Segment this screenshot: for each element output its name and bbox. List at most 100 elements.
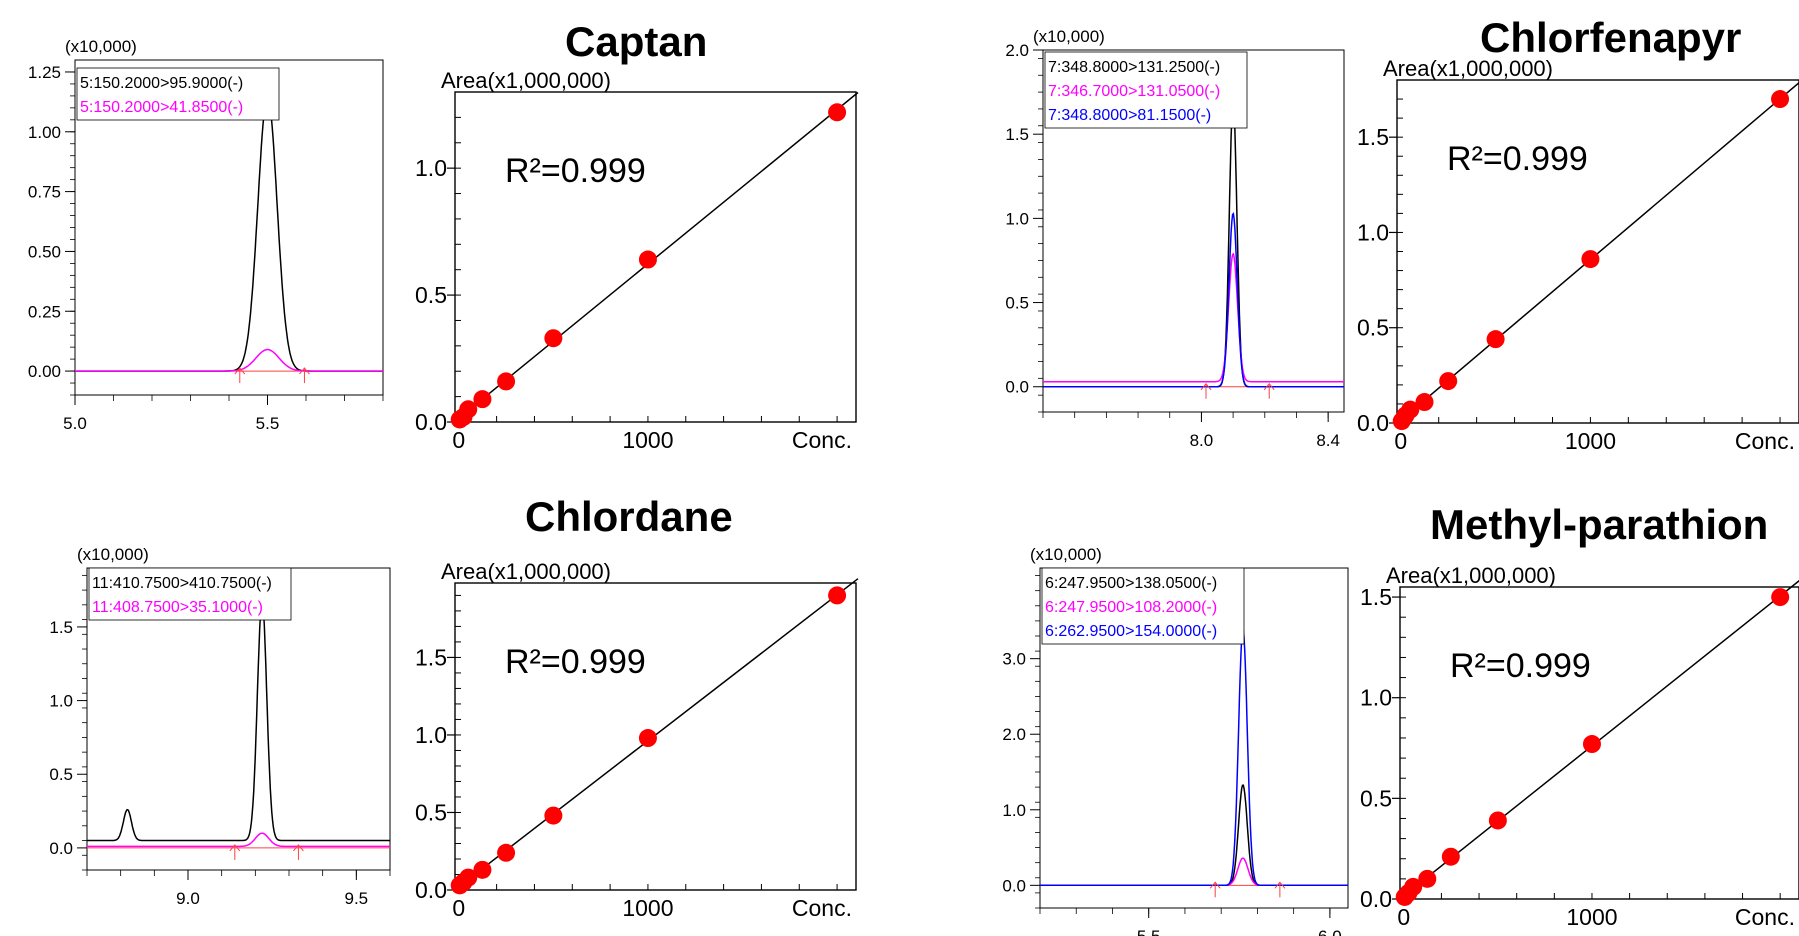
calibration-point <box>638 250 657 269</box>
integration-marker <box>1274 881 1286 889</box>
calibration-point <box>544 329 563 348</box>
y-tick-label: 1.0 <box>415 155 447 181</box>
calibration-point <box>1488 811 1507 830</box>
chromatogram-panel: 0.0 0.5 1.0 1.5 2.0 8.0 8.4 (x10,000) 7:348.8000… <box>1005 27 1345 450</box>
x-tick-label: 0 <box>1397 904 1410 930</box>
y-tick-label: 0.5 <box>415 799 447 825</box>
legend-entry: 7:348.8000>81.1500(-) <box>1048 107 1211 124</box>
channel-legend: 7:348.8000>131.2500(-) 7:346.7000>131.050… <box>1044 51 1248 129</box>
chromatogram-panel: 0.0 1.0 2.0 3.0 5.5 6.0 (x10,000) 6:247.9500>13… <box>1002 545 1349 936</box>
x-tick-label: 5.5 <box>256 414 280 433</box>
x-tick-label: 0 <box>452 895 465 921</box>
y-tick-label: 0.5 <box>415 282 447 308</box>
legend-entry: 5:150.2000>41.8500(-) <box>80 99 243 116</box>
x-axis-label: Conc. <box>792 427 852 453</box>
legend-entry: 7:348.8000>131.2500(-) <box>1048 59 1220 76</box>
calibration-point <box>828 103 847 122</box>
y-tick-label: 0.50 <box>28 242 61 261</box>
y-tick-label: 0.00 <box>28 362 61 381</box>
y-multiplier-label: (x10,000) <box>65 37 137 56</box>
compound-title: Chlorfenapyr <box>1480 14 1741 61</box>
legend-entry: 6:262.9500>154.0000(-) <box>1045 623 1217 640</box>
y-tick-label: 0.5 <box>1360 785 1392 811</box>
chromatogram-trace <box>1040 628 1348 887</box>
plot-frame <box>1399 586 1799 900</box>
x-axis-label: Conc. <box>1735 428 1795 454</box>
chromatogram-trace <box>1043 252 1344 383</box>
compound-title: Methyl-parathion <box>1430 501 1768 548</box>
calibration-point <box>544 806 563 825</box>
y-tick-label: 2.0 <box>1005 41 1029 60</box>
legend-entry: 7:346.7000>131.0500(-) <box>1048 83 1220 100</box>
calibration-point <box>459 868 478 887</box>
plot-frame <box>1042 49 1345 413</box>
y-tick-label: 0.0 <box>1360 886 1392 912</box>
integration-marker <box>293 844 304 852</box>
x-tick-label: 5.5 <box>1137 927 1161 936</box>
legend-entry: 11:408.7500>35.1000(-) <box>92 599 263 616</box>
y-tick-label: 1.0 <box>49 692 73 711</box>
chromatogram-panel: 0.0 0.5 1.0 1.5 9.0 9.5 (x10,000) 11:410.7500>4… <box>49 545 391 908</box>
chromatogram-trace <box>87 600 390 842</box>
y-tick-label: 0.0 <box>415 409 447 435</box>
integration-marker <box>1209 881 1221 889</box>
plot-frame <box>454 582 857 891</box>
regression-line <box>1396 81 1799 425</box>
x-tick-label: 1000 <box>622 895 673 921</box>
x-tick-label: 1000 <box>1566 904 1617 930</box>
chromatogram-trace <box>1043 212 1344 388</box>
calibration-panel: 0.0 0.5 1.0 1.5 0 1000 Conc. Area(x1,000,000) R²… <box>415 493 859 921</box>
calibration-point <box>1439 372 1458 391</box>
calibration-point <box>1581 250 1600 269</box>
chromatogram-trace <box>1040 857 1348 887</box>
y-axis-label: Area(x1,000,000) <box>1383 56 1553 81</box>
compound-title: Captan <box>565 18 707 65</box>
calibration-panel: 0.0 0.5 1.0 1.5 0 1000 Conc. Area(x1,000,000) R²… <box>1357 14 1799 454</box>
y-tick-label: 1.5 <box>1357 124 1389 150</box>
y-tick-label: 1.5 <box>49 618 73 637</box>
chromatogram-trace <box>87 832 390 848</box>
x-tick-label: 8.0 <box>1190 431 1214 450</box>
calibration-point <box>1582 735 1601 754</box>
integration-marker <box>299 367 310 375</box>
y-multiplier-label: (x10,000) <box>1033 27 1105 46</box>
y-tick-label: 0.5 <box>1357 315 1389 341</box>
x-axis-label: Conc. <box>1735 904 1795 930</box>
y-tick-label: 1.5 <box>1005 125 1029 144</box>
x-tick-label: 0 <box>1394 428 1407 454</box>
y-tick-label: 1.25 <box>28 63 61 82</box>
calibration-point <box>473 390 492 409</box>
r-squared-annotation: R²=0.999 <box>1447 140 1588 178</box>
legend-entry: 5:150.2000>95.9000(-) <box>80 75 243 92</box>
x-axis-label: Conc. <box>792 895 852 921</box>
chromatogram-trace <box>75 348 383 372</box>
calibration-point <box>497 372 516 391</box>
legend-entry: 6:247.9500>138.0500(-) <box>1045 575 1217 592</box>
y-tick-label: 0.0 <box>1005 378 1029 397</box>
chromatogram-trace <box>1043 98 1344 388</box>
integration-marker <box>1263 382 1275 391</box>
x-tick-label: 9.5 <box>345 889 369 908</box>
r-squared-annotation: R²=0.999 <box>1450 647 1591 685</box>
y-tick-label: 1.0 <box>1357 219 1389 245</box>
x-tick-label: 6.0 <box>1318 927 1342 936</box>
channel-legend: 6:247.9500>138.0500(-) 6:247.9500>108.200… <box>1041 567 1245 645</box>
plot-frame <box>454 91 857 423</box>
x-tick-label: 0 <box>452 427 465 453</box>
legend-box <box>1041 567 1245 645</box>
channel-legend: 11:410.7500>410.7500(-) 11:408.7500>35.10… <box>88 567 292 621</box>
y-tick-label: 1.5 <box>1360 584 1392 610</box>
y-tick-label: 0.0 <box>415 877 447 903</box>
y-tick-label: 1.0 <box>415 722 447 748</box>
calibration-point <box>459 400 478 419</box>
legend-box <box>1044 51 1248 129</box>
r-squared-annotation: R²=0.999 <box>505 152 646 190</box>
x-tick-label: 8.4 <box>1316 431 1340 450</box>
calibration-point <box>828 586 847 605</box>
calibration-panel: 0.0 0.5 1.0 0 1000 Conc. Area(x1,000,000) R²=0.… <box>415 18 859 453</box>
calibration-point <box>1418 869 1437 888</box>
legend-entry: 11:410.7500>410.7500(-) <box>92 575 272 592</box>
y-axis-label: Area(x1,000,000) <box>441 68 611 93</box>
y-tick-label: 0.0 <box>49 839 73 858</box>
